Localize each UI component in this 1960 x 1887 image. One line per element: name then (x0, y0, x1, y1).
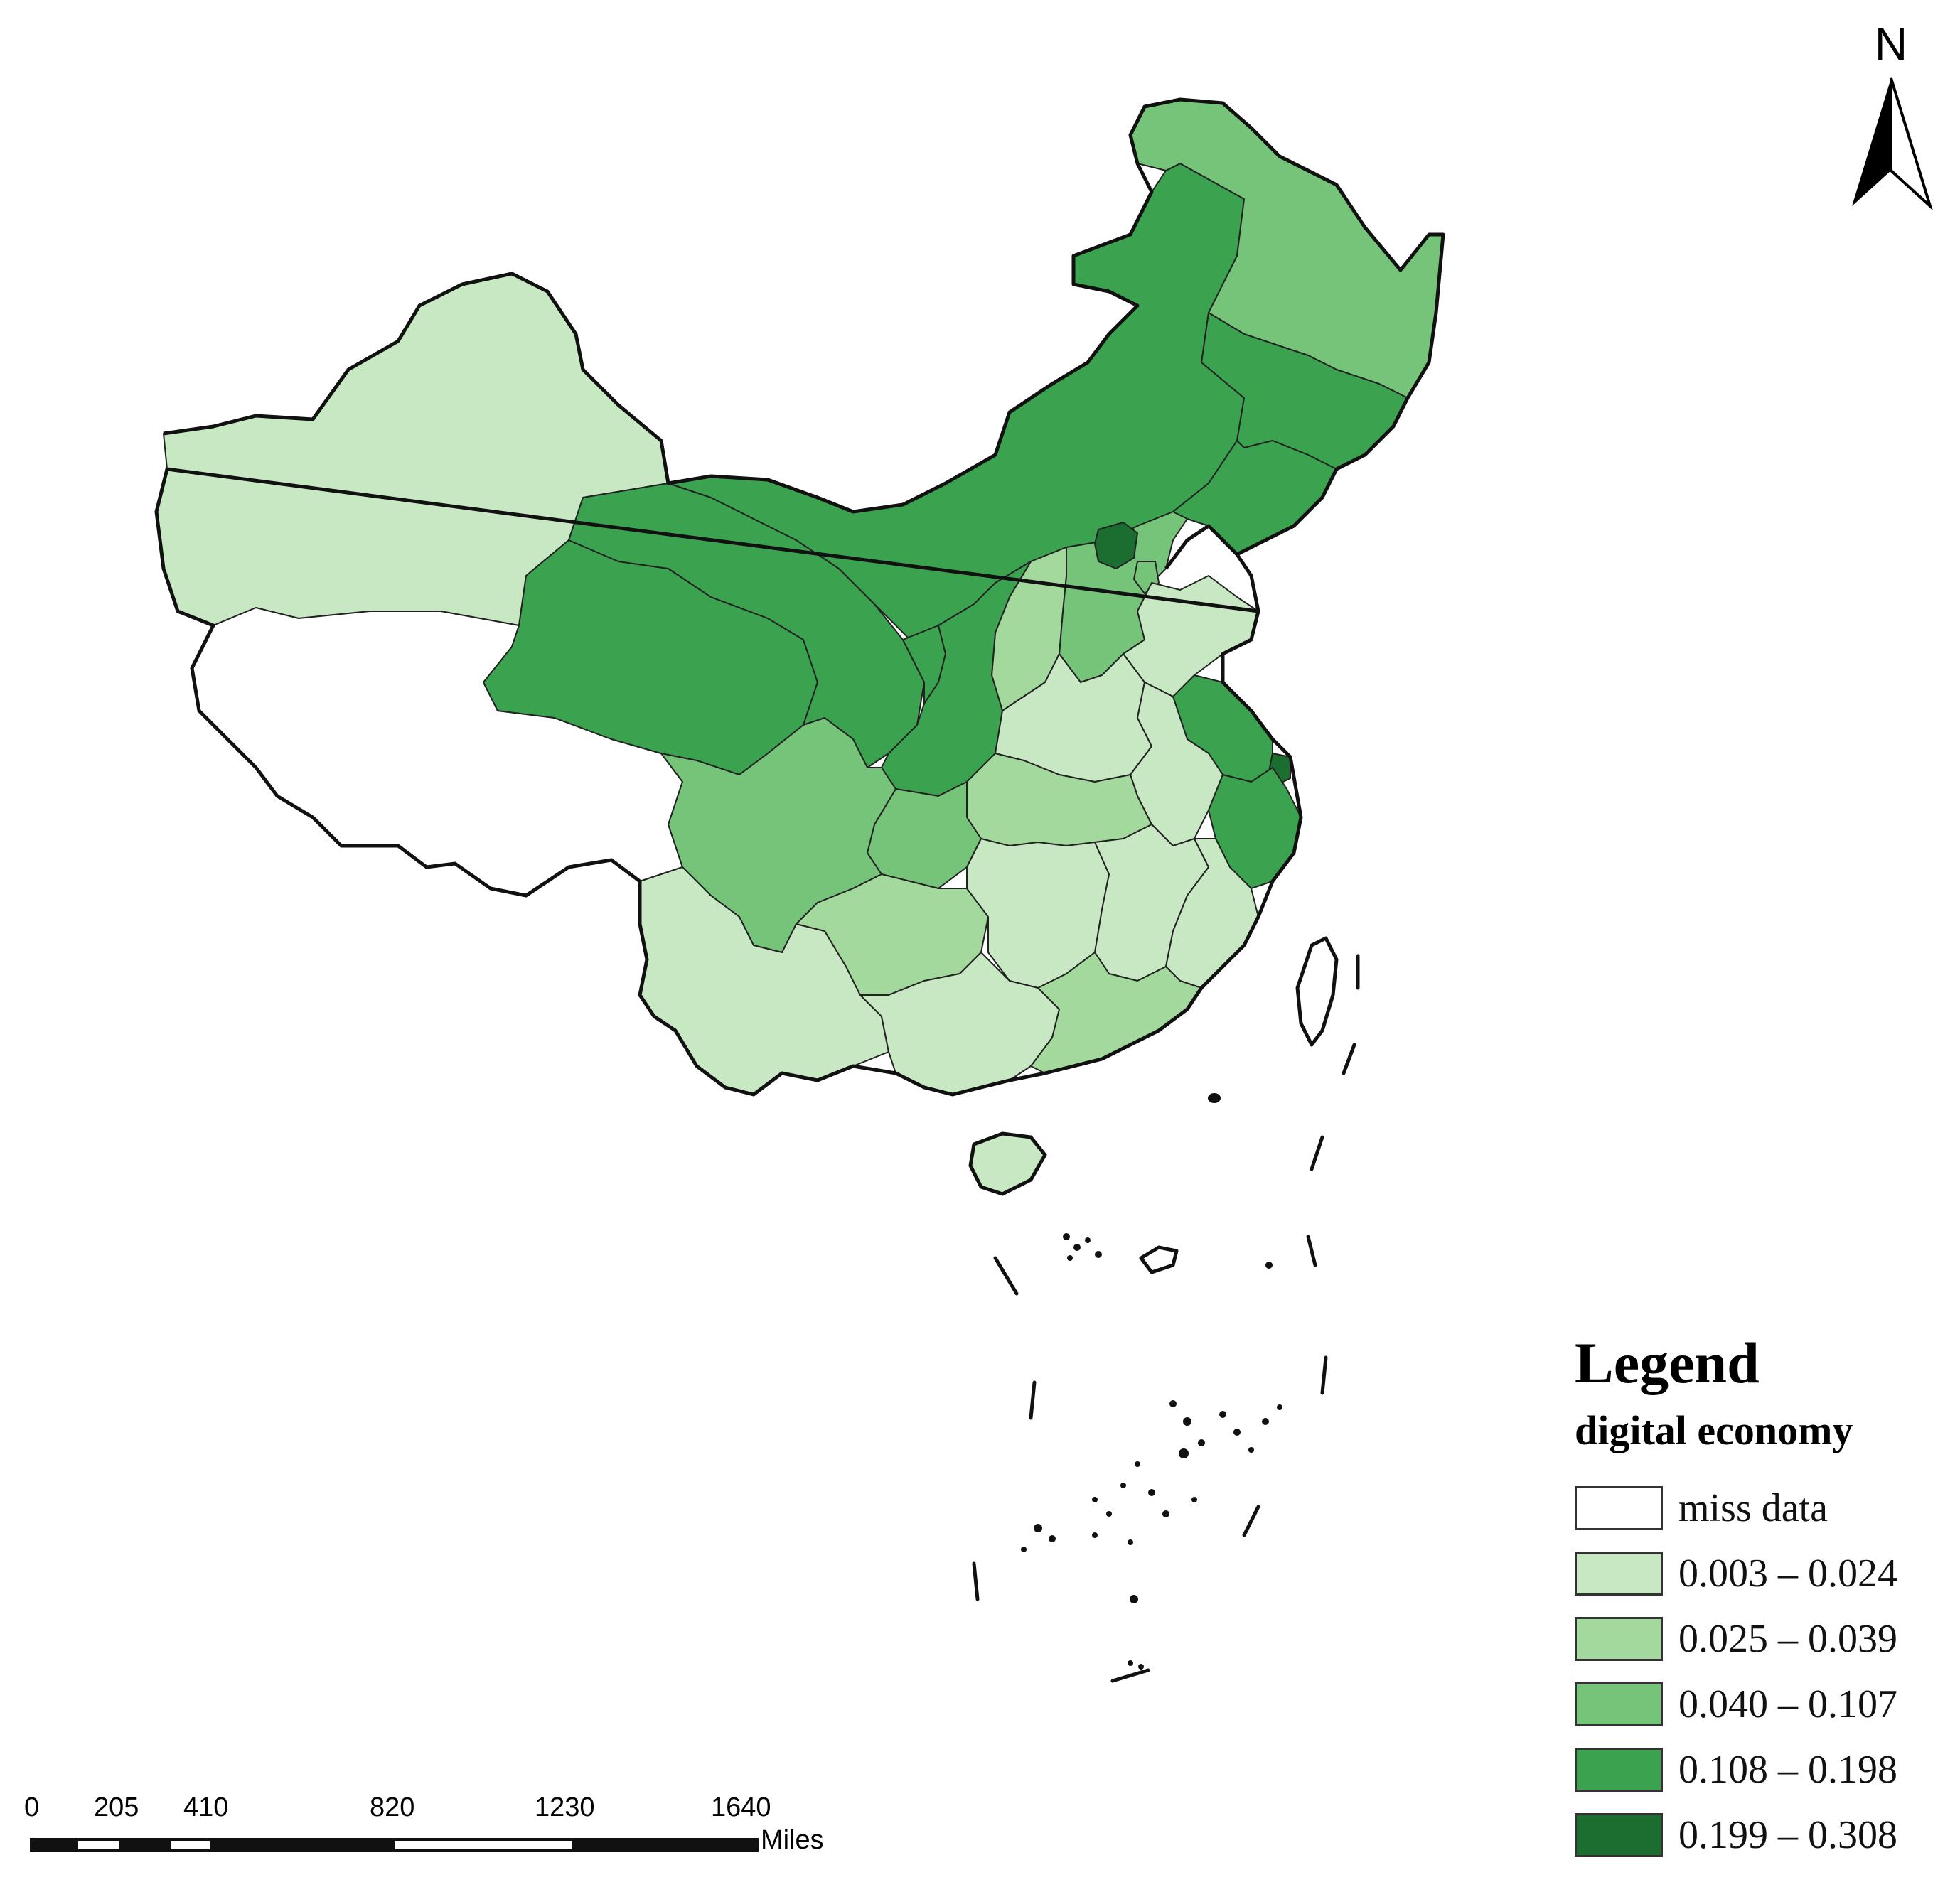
legend-item: 0.003 – 0.024 (1575, 1541, 1944, 1606)
legend-swatch (1575, 1813, 1663, 1857)
legend-item: 0.040 – 0.107 (1575, 1672, 1944, 1737)
nine-dash-line (972, 954, 1360, 1683)
legend-label: 0.108 – 0.198 (1678, 1748, 1897, 1792)
legend-item: 0.199 – 0.308 (1575, 1802, 1944, 1868)
legend-label: miss data (1678, 1486, 1828, 1530)
legend-swatch (1575, 1682, 1663, 1726)
scale-bar-graphic (30, 1838, 759, 1852)
legend-title: Legend (1575, 1330, 1760, 1395)
national-border (154, 97, 1445, 1097)
legend-label: 0.025 – 0.039 (1678, 1617, 1897, 1661)
north-arrow: N (1838, 21, 1944, 220)
legend-swatch (1575, 1748, 1663, 1792)
hainan-border (968, 1131, 1047, 1196)
region-beijing (1094, 522, 1138, 569)
legend-label: 0.199 – 0.308 (1678, 1813, 1897, 1857)
region-taiwan (1295, 936, 1339, 1047)
dongsha-outline (1139, 1245, 1179, 1274)
legend-subtitle: digital economy (1575, 1407, 1853, 1453)
legend-swatch (1575, 1617, 1663, 1661)
legend-label: 0.040 – 0.107 (1678, 1682, 1897, 1726)
north-label: N (1874, 18, 1908, 70)
legend-label: 0.003 – 0.024 (1678, 1552, 1897, 1596)
legend: Legend digital economy miss data 0.003 –… (1575, 1329, 1944, 1868)
south-china-sea-islands (1021, 1093, 1282, 1670)
legend-swatch (1575, 1552, 1663, 1596)
legend-item: 0.108 – 0.198 (1575, 1737, 1944, 1802)
bohai-coast (1164, 524, 1260, 612)
legend-item: miss data (1575, 1475, 1944, 1541)
north-arrow-icon (1852, 77, 1934, 211)
legend-swatch (1575, 1486, 1663, 1530)
legend-item: 0.025 – 0.039 (1575, 1606, 1944, 1672)
